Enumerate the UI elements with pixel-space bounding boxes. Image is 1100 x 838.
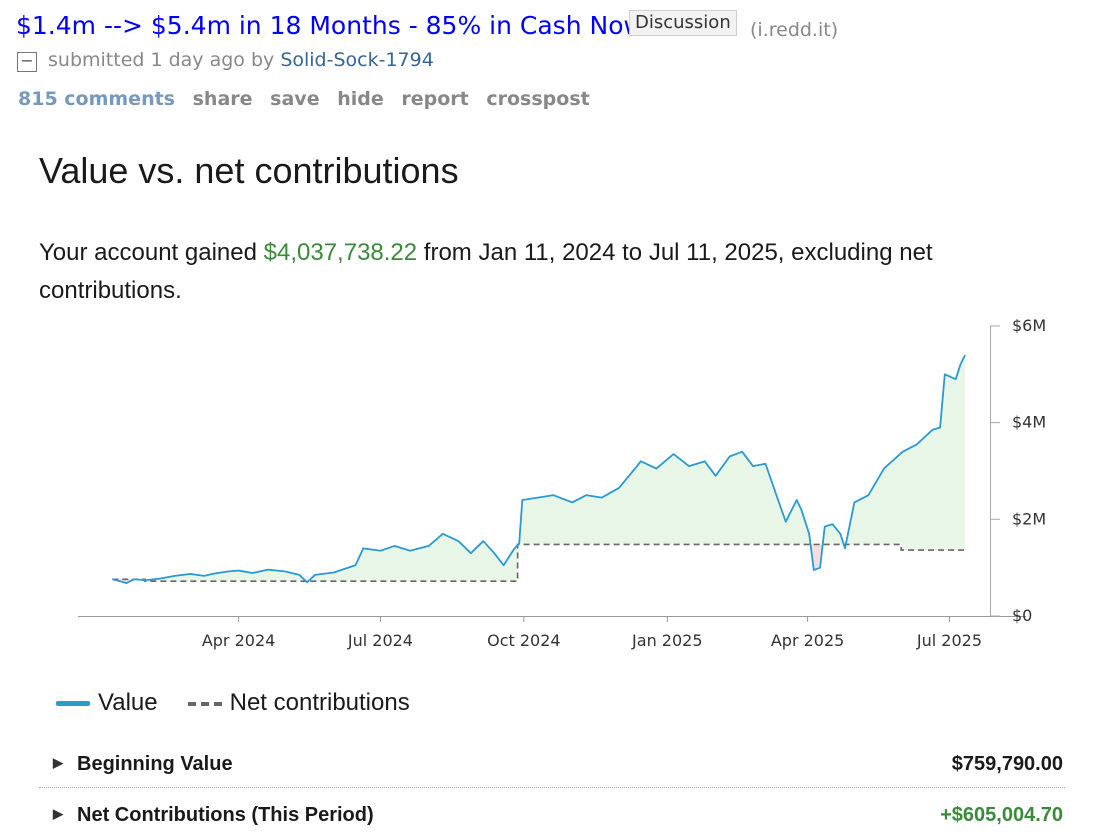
legend-value-label: Value xyxy=(98,689,158,716)
x-tick-label: Oct 2024 xyxy=(487,631,560,650)
expando-toggle-button[interactable]: − xyxy=(17,52,37,72)
x-tick-label: Jan 2025 xyxy=(631,631,702,650)
legend-value-swatch xyxy=(56,701,90,707)
crosspost-button[interactable]: crosspost xyxy=(486,88,590,110)
chart-card-title: Value vs. net contributions xyxy=(39,150,459,191)
expand-caret-icon: ▶ xyxy=(53,806,63,821)
y-tick-label: $0 xyxy=(1012,606,1032,625)
share-button[interactable]: share xyxy=(192,88,253,110)
post-title[interactable]: $1.4m --> $5.4m in 18 Months - 85% in Ca… xyxy=(16,11,644,40)
post-domain[interactable]: (i.redd.it) xyxy=(750,19,839,41)
beginning-value-row[interactable]: ▶ Beginning Value $759,790.00 xyxy=(39,741,1065,788)
legend-net-label: Net contributions xyxy=(229,689,410,716)
x-tick-label: Apr 2025 xyxy=(771,631,844,650)
net-contributions-row[interactable]: ▶ Net Contributions (This Period) +$605,… xyxy=(39,792,1065,838)
row-amount: $759,790.00 xyxy=(951,753,1063,775)
summary-prefix: Your account gained xyxy=(39,239,257,266)
post-tagline: submitted 1 day ago by Solid-Sock-1794 xyxy=(48,49,434,71)
author-link[interactable]: Solid-Sock-1794 xyxy=(280,49,434,71)
post-title-link[interactable]: $1.4m --> $5.4m in 18 Months - 85% in Ca… xyxy=(16,11,644,40)
y-tick-label: $6M xyxy=(1012,316,1046,335)
x-tick-label: Jul 2025 xyxy=(916,631,982,650)
hide-button[interactable]: hide xyxy=(337,88,384,110)
value-vs-contributions-chart: $0 $2M $4M $6M Apr 2024 Jul 2024 Oct 2024 Jan 2… xyxy=(78,316,1046,650)
expand-caret-icon: ▶ xyxy=(53,755,63,770)
y-tick-label: $2M xyxy=(1012,509,1046,528)
gain-amount: $4,037,738.22 xyxy=(263,239,418,266)
chart-legend: Value Net contributions xyxy=(56,689,410,717)
row-amount: +$605,004.70 xyxy=(940,804,1063,826)
summary-suffix: from Jan 11, 2024 to Jul 11, 2025, exclu… xyxy=(39,239,933,304)
gain-area xyxy=(824,524,844,545)
x-tick-label: Apr 2024 xyxy=(202,631,275,650)
y-tick-label: $4M xyxy=(1012,413,1046,432)
gain-summary: Your account gained $4,037,738.22 from J… xyxy=(39,234,1039,310)
report-button[interactable]: report xyxy=(401,88,469,110)
submitted-text: submitted 1 day ago by xyxy=(48,49,275,71)
gain-area xyxy=(846,355,966,551)
gain-area xyxy=(145,569,306,582)
post-action-buttons: 815 comments share save hide report cros… xyxy=(18,88,601,110)
post-flair: Discussion xyxy=(629,10,737,36)
row-label: Beginning Value xyxy=(77,753,233,775)
gain-area xyxy=(309,451,810,582)
x-tick-label: Jul 2024 xyxy=(347,631,413,650)
legend-net-swatch xyxy=(187,701,222,706)
comments-link[interactable]: 815 comments xyxy=(18,88,175,110)
value-series-line xyxy=(112,354,966,585)
row-label: Net Contributions (This Period) xyxy=(77,804,374,826)
save-button[interactable]: save xyxy=(270,88,320,110)
